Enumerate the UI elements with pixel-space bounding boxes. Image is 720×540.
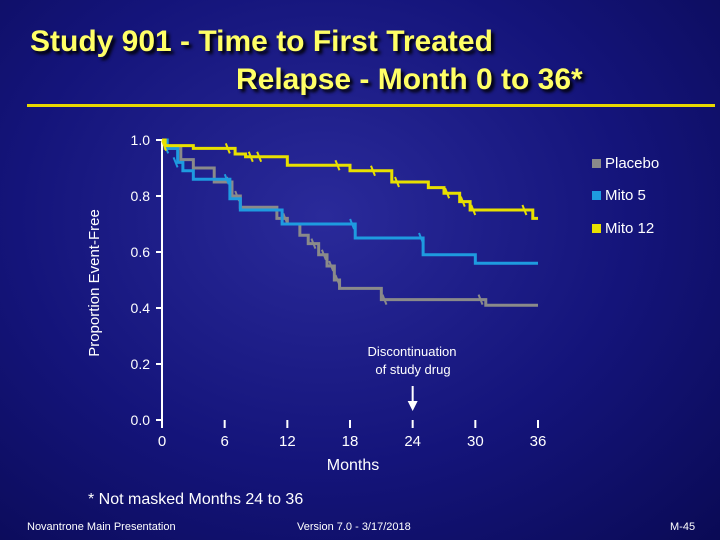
footer-left: Novantrone Main Presentation (27, 521, 176, 533)
censor-mark-mito-5 (349, 218, 356, 230)
censor-mark-placebo (477, 294, 484, 305)
censor-mark-mito-5 (223, 173, 230, 185)
y-tick-label: 0.2 (131, 356, 151, 372)
censor-mark-mito-12 (459, 196, 466, 207)
series-line-mito-12 (162, 138, 538, 220)
censor-mark-placebo (381, 294, 388, 305)
slide-title: Study 901 - Time to First Treated Relaps… (0, 24, 720, 104)
annotation-line1: Discontinuation (368, 344, 457, 359)
censor-mark-mito-5 (172, 157, 179, 168)
censor-mark-placebo (334, 274, 341, 286)
legend-swatch-mito-5 (592, 191, 601, 200)
censor-mark-mito-12 (370, 165, 376, 177)
chart-axes: 0.0 0.2 0.4 0.6 0.8 1.0 0 6 12 18 24 30 36 (131, 132, 547, 450)
censor-mark-mito-12 (470, 204, 477, 216)
chart-annotation: Discontinuation of study drug (368, 344, 457, 411)
y-tick-label: 0.0 (131, 412, 151, 428)
x-axis-label: Months (327, 457, 379, 474)
y-tick-label: 0.8 (131, 188, 151, 204)
censor-mark-mito-12 (161, 140, 168, 151)
censor-mark-mito-12 (256, 151, 263, 163)
censor-mark-placebo (320, 249, 327, 261)
chart-legend: Placebo Mito 5 Mito 12 (592, 155, 659, 237)
x-tick-label: 12 (279, 433, 296, 450)
censor-mark-placebo (328, 260, 335, 272)
series-line-mito-5 (162, 138, 538, 265)
censor-mark-mito-12 (247, 151, 254, 163)
censor-mark-mito-5 (418, 232, 424, 244)
censor-mark-mito-12 (394, 176, 400, 188)
slide-title-line1: Study 901 - Time to First Treated (30, 25, 493, 58)
x-tick-label: 36 (530, 433, 547, 450)
censor-mark-mito-12 (224, 143, 231, 154)
legend-label-placebo: Placebo (605, 155, 659, 172)
legend-label-mito-5: Mito 5 (605, 187, 646, 204)
footer-page-number: M-45 (670, 521, 696, 533)
censor-mark-mito-12 (334, 159, 341, 171)
y-axis-label: Proportion Event-Free (86, 209, 103, 357)
legend-label-mito-12: Mito 12 (605, 220, 654, 237)
slide-title-line2: Relapse - Month 0 to 36* (236, 63, 583, 96)
censor-mark-placebo (282, 213, 289, 224)
title-underline (27, 104, 715, 107)
censor-mark-mito-12 (521, 204, 528, 216)
footnote: * Not masked Months 24 to 36 (88, 491, 303, 508)
y-tick-label: 0.6 (131, 244, 151, 260)
y-tick-label: 0.4 (131, 300, 151, 316)
x-tick-label: 30 (467, 433, 484, 450)
x-tick-label: 6 (220, 433, 228, 450)
legend-swatch-placebo (592, 159, 601, 168)
annotation-line2: of study drug (375, 362, 450, 377)
y-tick-label: 1.0 (131, 132, 151, 148)
censor-mark-placebo (310, 238, 317, 249)
x-tick-label: 0 (158, 433, 166, 450)
x-tick-label: 24 (404, 433, 421, 450)
censor-mark-mito-12 (444, 187, 451, 199)
x-tick-label: 18 (342, 433, 359, 450)
chart-series (161, 138, 538, 307)
footer-center: Version 7.0 - 3/17/2018 (297, 521, 411, 533)
annotation-arrow-head (407, 401, 418, 411)
legend-swatch-mito-12 (592, 224, 601, 233)
